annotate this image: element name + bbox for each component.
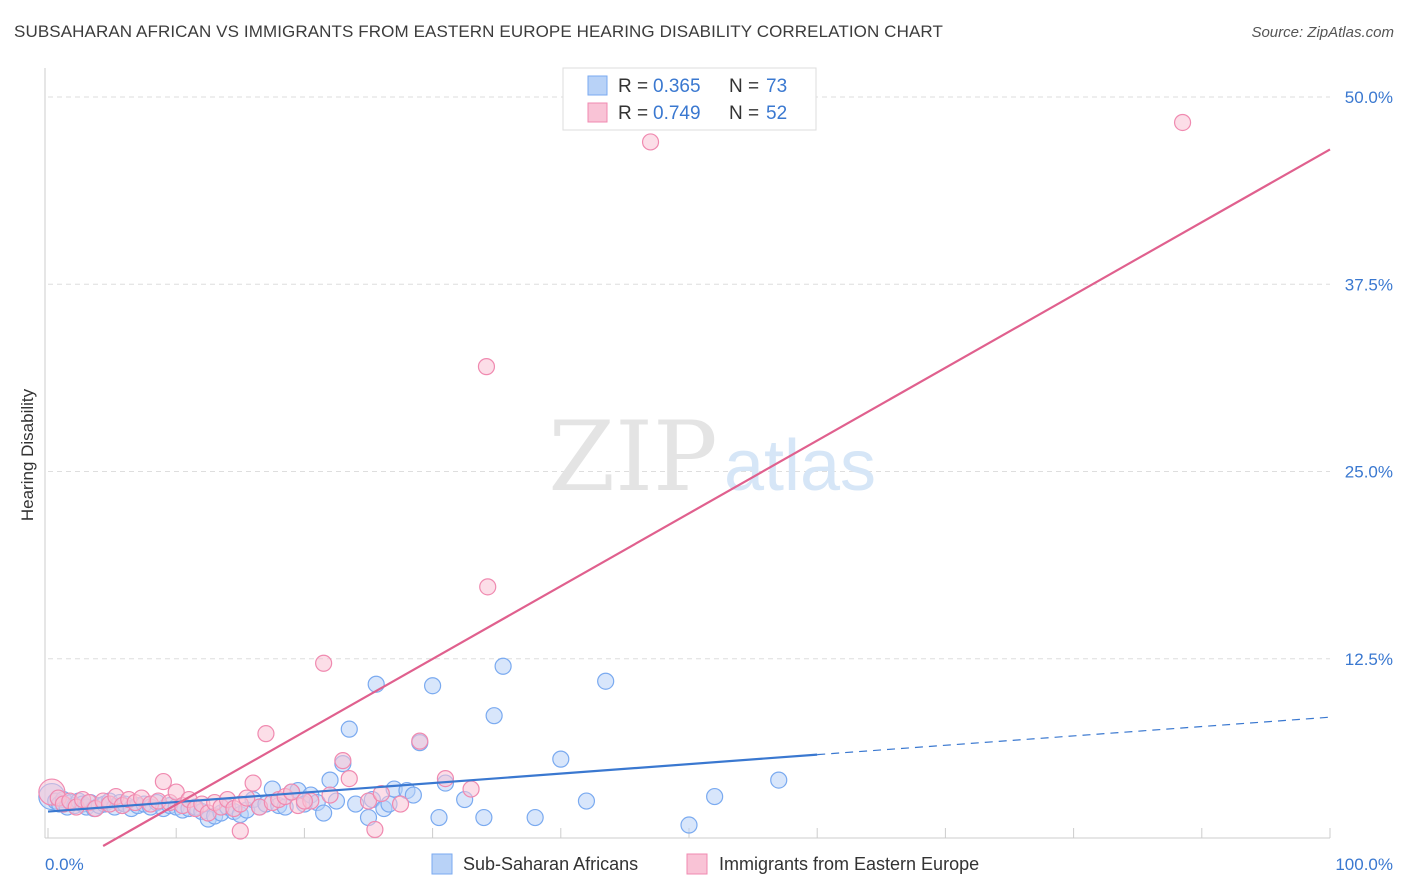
data-point-eastern-europe — [231, 822, 249, 840]
trend-line-subsaharan — [47, 753, 818, 813]
y-tick-label: 25.0% — [1345, 463, 1393, 482]
y-tick-label: 50.0% — [1345, 88, 1393, 107]
data-point-subsaharan — [424, 677, 442, 695]
data-point-subsaharan — [494, 657, 512, 675]
data-point-subsaharan — [597, 672, 615, 690]
data-point-subsaharan — [552, 750, 570, 768]
series-legend-swatch — [686, 853, 708, 875]
data-point-subsaharan — [315, 804, 333, 822]
trend-lines — [47, 148, 1331, 847]
data-point-eastern-europe — [641, 133, 660, 151]
data-point-eastern-europe — [359, 792, 378, 810]
trend-line-subsaharan-extension — [817, 716, 1331, 756]
data-point-eastern-europe — [154, 772, 172, 791]
data-point-eastern-europe — [462, 780, 480, 798]
legend-r-label: R = — [618, 103, 648, 124]
legend-r-value: 0.365 — [653, 76, 701, 97]
watermark-atlas: atlas — [724, 426, 876, 506]
data-point-subsaharan — [404, 786, 422, 804]
y-tick-label: 12.5% — [1345, 650, 1393, 669]
data-point-eastern-europe — [295, 792, 313, 810]
legend-r-value: 0.749 — [653, 103, 701, 124]
series-legend: Sub-Saharan Africans Immigrants from East… — [431, 853, 979, 875]
data-point-eastern-europe — [391, 795, 410, 813]
data-point-eastern-europe — [340, 769, 358, 788]
source-label: Source: ZipAtlas.com — [1251, 24, 1394, 41]
y-tick-label: 37.5% — [1345, 275, 1393, 294]
data-point-subsaharan — [340, 720, 358, 738]
legend-n-label: N = — [729, 103, 759, 124]
data-point-subsaharan — [430, 808, 448, 827]
axes — [44, 68, 1331, 839]
legend-swatch — [587, 102, 608, 123]
data-point-eastern-europe — [244, 774, 262, 792]
stats-legend: R = 0.365 N = 73 R = 0.749 N = 52 — [562, 67, 817, 131]
data-point-subsaharan — [577, 792, 596, 810]
series-legend-swatch — [431, 853, 453, 875]
data-points — [38, 113, 1192, 840]
legend-n-label: N = — [729, 76, 759, 97]
series-legend-label: Immigrants from Eastern Europe — [719, 854, 979, 874]
data-point-eastern-europe — [315, 654, 333, 672]
data-point-subsaharan — [526, 808, 544, 827]
x-tick-label: 0.0% — [45, 855, 84, 874]
grid-lines — [48, 96, 1330, 660]
data-point-subsaharan — [485, 707, 503, 725]
watermark: ZIP atlas — [548, 401, 876, 513]
data-point-eastern-europe — [1173, 113, 1192, 132]
data-point-eastern-europe — [436, 769, 455, 788]
legend-r-label: R = — [618, 76, 648, 97]
data-point-eastern-europe — [257, 725, 275, 743]
data-point-eastern-europe — [479, 578, 497, 596]
data-point-subsaharan — [321, 771, 339, 789]
data-point-eastern-europe — [372, 784, 390, 803]
data-point-subsaharan — [475, 808, 493, 827]
data-point-subsaharan — [706, 787, 724, 806]
series-legend-label: Sub-Saharan Africans — [463, 854, 638, 874]
data-point-subsaharan — [770, 771, 788, 789]
data-point-eastern-europe — [411, 732, 429, 750]
x-tick-label: 100.0% — [1335, 855, 1393, 874]
legend-n-value: 52 — [766, 103, 787, 124]
data-point-eastern-europe — [477, 358, 496, 376]
trend-line-eastern-europe — [102, 148, 1331, 847]
data-point-eastern-europe — [334, 752, 352, 770]
tick-labels: 12.5% 25.0% 37.5% 50.0% 0.0% 100.0% — [45, 88, 1393, 874]
legend-swatch — [587, 75, 608, 96]
chart-title: SUBSAHARAN AFRICAN VS IMMIGRANTS FROM EA… — [14, 22, 943, 41]
watermark-zip: ZIP — [548, 401, 717, 513]
legend-n-value: 73 — [766, 76, 787, 97]
data-point-subsaharan — [680, 816, 698, 834]
data-point-eastern-europe — [366, 820, 384, 839]
